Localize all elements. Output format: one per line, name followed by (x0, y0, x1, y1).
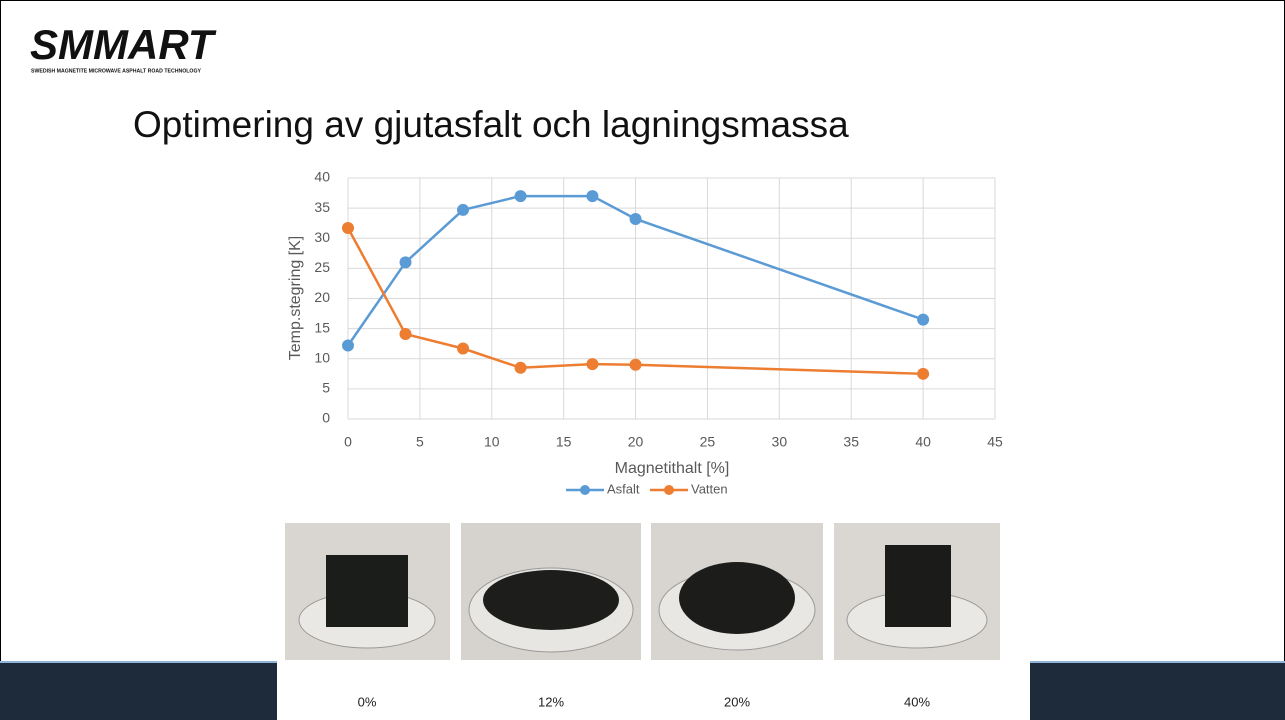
y-tick-label: 5 (322, 380, 330, 396)
x-tick-label: 5 (416, 434, 424, 450)
legend-label: Vatten (691, 481, 728, 496)
photo (285, 523, 450, 660)
x-tick-label: 0 (344, 434, 352, 450)
photo (834, 523, 1000, 660)
photo-caption: 20% (724, 694, 750, 709)
y-tick-label: 0 (322, 410, 330, 426)
y-tick-label: 15 (314, 319, 330, 335)
data-point (457, 204, 469, 216)
slide-title: Optimering av gjutasfalt och lagningsmas… (133, 104, 849, 145)
data-point (342, 222, 354, 234)
y-tick-label: 35 (314, 199, 330, 215)
logo-tagline: SWEDISH MAGNETITE MICROWAVE ASPHALT ROAD… (31, 68, 201, 74)
data-point (586, 358, 598, 370)
y-tick-label: 10 (314, 349, 330, 365)
y-tick-label: 30 (314, 229, 330, 245)
data-point (630, 213, 642, 225)
x-tick-label: 40 (915, 434, 931, 450)
data-point (586, 190, 598, 202)
data-point (917, 314, 929, 326)
y-tick-label: 20 (314, 289, 330, 305)
data-point (515, 362, 527, 374)
y-tick-label: 25 (314, 259, 330, 275)
data-point (457, 343, 469, 355)
x-tick-label: 15 (556, 434, 572, 450)
photo-caption: 0% (358, 694, 377, 709)
data-point (400, 328, 412, 340)
x-tick-label: 30 (772, 434, 788, 450)
photo-caption: 12% (538, 694, 564, 709)
data-point (515, 190, 527, 202)
x-tick-label: 10 (484, 434, 500, 450)
x-tick-label: 45 (987, 434, 1003, 450)
x-tick-label: 35 (843, 434, 859, 450)
data-point (917, 368, 929, 380)
logo-name: SMMART (30, 21, 217, 68)
legend-marker (580, 485, 590, 495)
page: SMMART SWEDISH MAGNETITE MICROWAVE ASPHA… (0, 0, 1285, 720)
photo-strip: 0% 12% 20% 40% (277, 518, 1030, 720)
photo (461, 523, 641, 660)
y-axis-label: Temp.stegring [K] (287, 236, 304, 361)
legend-marker (664, 485, 674, 495)
data-point (630, 359, 642, 371)
x-tick-label: 25 (700, 434, 716, 450)
data-point (342, 339, 354, 351)
legend-label: Asfalt (607, 481, 640, 496)
photo (651, 523, 823, 660)
x-axis-label: Magnetithalt [%] (615, 460, 730, 477)
slide: SMMART SWEDISH MAGNETITE MICROWAVE ASPHA… (0, 0, 1285, 720)
x-tick-label: 20 (628, 434, 644, 450)
y-tick-label: 40 (314, 169, 330, 185)
data-point (400, 256, 412, 268)
photo-caption: 40% (904, 694, 930, 709)
